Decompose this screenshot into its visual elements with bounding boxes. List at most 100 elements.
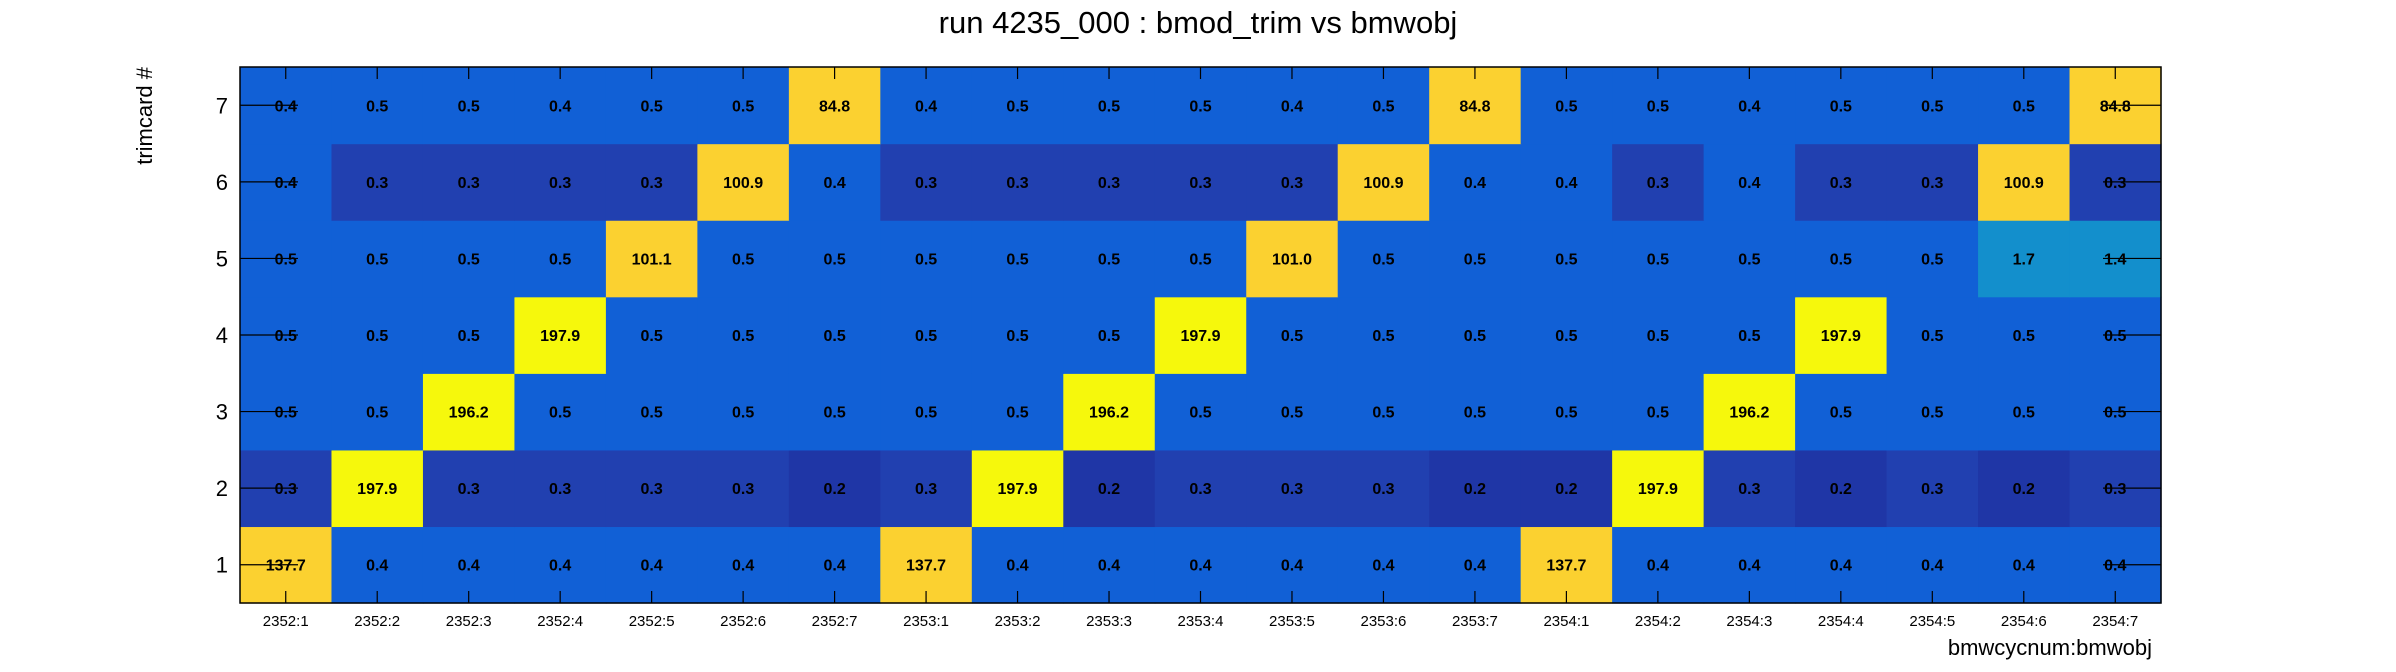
cell-value-label: 0.5 [1555,328,1577,345]
heatmap-cell [1703,220,1796,298]
cell-value-label: 0.4 [1006,558,1028,575]
heatmap-cell [1337,526,1430,604]
heatmap-cell [331,526,424,604]
heatmap-cell [331,296,424,374]
heatmap-cell [788,143,881,221]
heatmap-cell [1337,220,1430,298]
x-tick-label: 2352:5 [629,613,675,630]
heatmap-cell [1795,67,1888,145]
heatmap-cell [514,526,607,604]
heatmap-cell [697,143,790,221]
heatmap-cell [697,67,790,145]
cell-value-label: 101.0 [1272,251,1312,268]
cell-value-label: 0.5 [915,405,937,422]
heatmap-cell [788,373,881,451]
heatmap-cell [1520,67,1613,145]
x-tick-label: 2354:6 [2001,613,2047,630]
cell-value-label: 197.9 [1821,328,1861,345]
heatmap-cell [788,449,881,528]
cell-value-label: 197.9 [1638,481,1678,498]
cell-value-label: 0.4 [2013,558,2035,575]
cell-value-label: 0.5 [1006,328,1028,345]
cell-value-label: 0.5 [732,405,754,422]
x-tick-label: 2352:4 [537,613,583,630]
cell-value-label: 0.2 [1098,481,1120,498]
cell-value-label: 0.5 [1921,405,1943,422]
cell-value-label: 0.4 [1921,558,1943,575]
heatmap-cell [1063,143,1156,221]
cell-value-label: 0.4 [1098,558,1120,575]
heatmap-cell [1795,449,1888,528]
heatmap-cell [1978,220,2071,298]
heatmap-cell [1886,296,1979,374]
heatmap-cell [1429,296,1522,374]
x-tick-label: 2354:5 [1909,613,1955,630]
cell-value-label: 0.5 [1372,405,1394,422]
heatmap-cell [514,220,607,298]
cell-value-label: 0.5 [915,328,937,345]
heatmap-cell [880,449,973,528]
cell-value-label: 0.5 [1921,251,1943,268]
heatmap-cell [331,220,424,298]
cell-value-label: 0.5 [1006,98,1028,115]
cell-value-label: 0.5 [1647,251,1669,268]
heatmap-cell [1246,373,1339,451]
heatmap-cell [422,526,516,604]
cell-value-label: 0.2 [823,481,845,498]
heatmap-cell [1612,526,1705,604]
heatmap-cell [1154,143,1247,221]
x-tick-label: 2354:3 [1726,613,1772,630]
heatmap-cell [1978,373,2071,451]
cell-value-label: 84.8 [2100,98,2131,115]
cell-value-label: 0.5 [549,251,571,268]
cell-value-label: 0.3 [458,481,480,498]
heatmap-cell-labels: 137.7 0.4 0.4 0.4 0.4 0.4 0.4 137.7 0.4 0.4 0.4 0.4… [266,98,2131,574]
cell-value-label: 0.5 [823,328,845,345]
heatmap-cell [1612,449,1705,528]
heatmap-cell [331,373,424,451]
cell-value-label: 137.7 [906,558,946,575]
heatmap-cell [1429,67,1522,145]
cell-value-label: 0.5 [1921,98,1943,115]
cell-value-label: 0.4 [275,175,297,192]
heatmap-cell [1795,373,1888,451]
cell-value-label: 0.5 [1830,98,1852,115]
cell-value-label: 0.5 [1281,405,1303,422]
cell-value-label: 0.4 [1738,558,1760,575]
x-tick-label: 2353:2 [995,613,1041,630]
heatmap-cell [1337,373,1430,451]
heatmap-cell [1978,449,2071,528]
heatmap-cell [1886,220,1979,298]
heatmap-cell [1795,220,1888,298]
cell-value-label: 84.8 [819,98,850,115]
cell-value-label: 0.4 [732,558,754,575]
heatmap-cell [1337,449,1430,528]
heatmap-cell [514,373,607,451]
heatmap-cell [1703,143,1796,221]
cell-value-label: 0.5 [1555,251,1577,268]
heatmap-cell [422,67,516,145]
cell-value-label: 0.5 [458,98,480,115]
cell-value-label: 0.5 [1647,405,1669,422]
heatmap-cell [788,67,881,145]
cell-value-label: 0.4 [1555,175,1577,192]
heatmap-cell [605,143,698,221]
cell-value-label: 0.2 [1555,481,1577,498]
heatmap-cell [1978,67,2071,145]
heatmap-cell [880,296,973,374]
cell-value-label: 0.3 [275,481,297,498]
cell-value-label: 0.5 [1464,328,1486,345]
cell-value-label: 197.9 [998,481,1038,498]
cell-value-label: 0.5 [2104,328,2126,345]
heatmap-cell [1246,296,1339,374]
y-tick-label: 7 [216,93,228,118]
cell-value-label: 0.3 [2104,481,2126,498]
y-tick-label: 6 [216,170,228,195]
x-tick-label: 2353:1 [903,613,949,630]
heatmap-cell [1703,296,1796,374]
heatmap-cell [1429,220,1522,298]
cell-value-label: 0.5 [1830,405,1852,422]
cell-value-label: 0.2 [1830,481,1852,498]
cell-value-label: 101.1 [632,251,672,268]
cell-value-label: 0.3 [732,481,754,498]
